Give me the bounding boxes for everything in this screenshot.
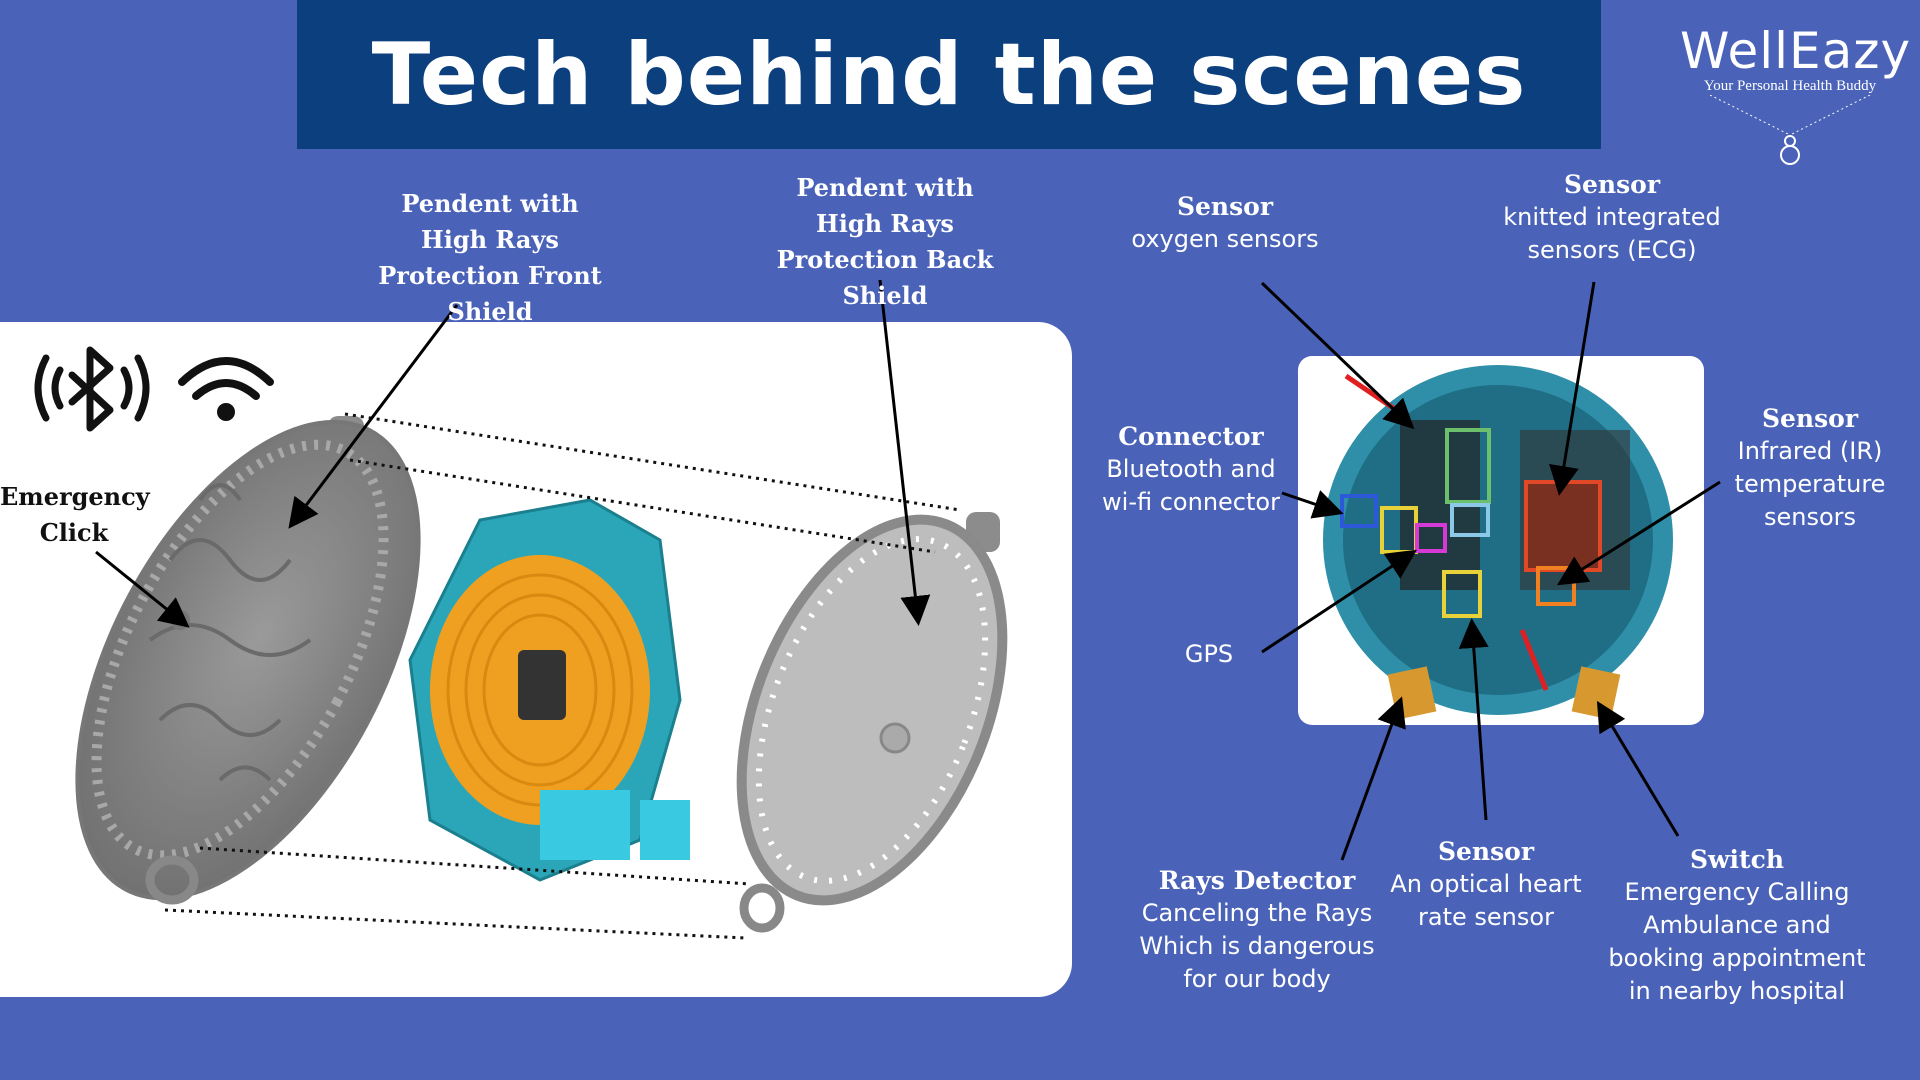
oxygen-sensor-label: Sensor oxygen sensors: [1110, 190, 1340, 256]
infrared-sensor-heading: Sensor: [1761, 404, 1859, 433]
emergency-click-label: Emergency Click: [0, 482, 150, 547]
heart-rate-sensor-heading: Sensor: [1437, 837, 1535, 866]
infrared-sensor-text: Infrared (IR) temperature sensors: [1734, 437, 1886, 531]
gps-label: GPS: [1176, 638, 1242, 671]
rays-detector-heading: Rays Detector: [1158, 866, 1356, 895]
connector-text: Bluetooth and wi-fi connector: [1102, 455, 1280, 516]
switch-label: Switch Emergency Calling Ambulance and b…: [1606, 843, 1868, 1008]
page-title: Tech behind the scenes: [371, 24, 1527, 125]
logo-brand: WellEazy: [1680, 22, 1912, 80]
gps-text: GPS: [1184, 640, 1234, 668]
welleazy-logo: WellEazy Your Personal Health Buddy: [1680, 22, 1912, 165]
rays-detector-label: Rays Detector Canceling the Rays Which i…: [1134, 864, 1380, 996]
logo-pendant-graphic: [1709, 94, 1871, 165]
back-shield-label: Pendent with High Rays Protection Back S…: [776, 173, 994, 310]
left-arrows: [95, 279, 931, 628]
front-shield: [75, 416, 421, 905]
sensor-board: [1323, 365, 1673, 720]
bluetooth-icon: [34, 346, 150, 432]
ecg-sensor-heading: Sensor: [1563, 170, 1661, 199]
wifi-icon: [178, 357, 274, 421]
connector-label: Connector Bluetooth and wi-fi connector: [1098, 420, 1284, 519]
back-shield: [736, 512, 1008, 933]
ecg-sensor-text: knitted integrated sensors (ECG): [1503, 203, 1721, 264]
oxygen-sensor-heading: Sensor: [1176, 192, 1274, 221]
pcb-coil-board: [408, 498, 690, 882]
heart-rate-sensor-label: Sensor An optical heart rate sensor: [1388, 835, 1584, 934]
infrared-sensor-label: Sensor Infrared (IR) temperature sensors: [1728, 402, 1892, 534]
heart-rate-sensor-text: An optical heart rate sensor: [1390, 870, 1582, 931]
switch-text: Emergency Calling Ambulance and booking …: [1608, 878, 1866, 1005]
oxygen-sensor-text: oxygen sensors: [1131, 225, 1319, 253]
logo-tagline: Your Personal Health Buddy: [1703, 78, 1877, 94]
alignment-guides: [164, 412, 961, 940]
sensor-arrows: [1260, 281, 1721, 861]
ecg-sensor-label: Sensor knitted integrated sensors (ECG): [1488, 168, 1736, 267]
connector-heading: Connector: [1118, 422, 1264, 451]
title-banner: Tech behind the scenes: [297, 0, 1601, 149]
rays-detector-text: Canceling the Rays Which is dangerous fo…: [1139, 899, 1375, 993]
front-shield-label: Pendent with High Rays Protection Front …: [378, 189, 602, 326]
switch-heading: Switch: [1689, 845, 1785, 874]
